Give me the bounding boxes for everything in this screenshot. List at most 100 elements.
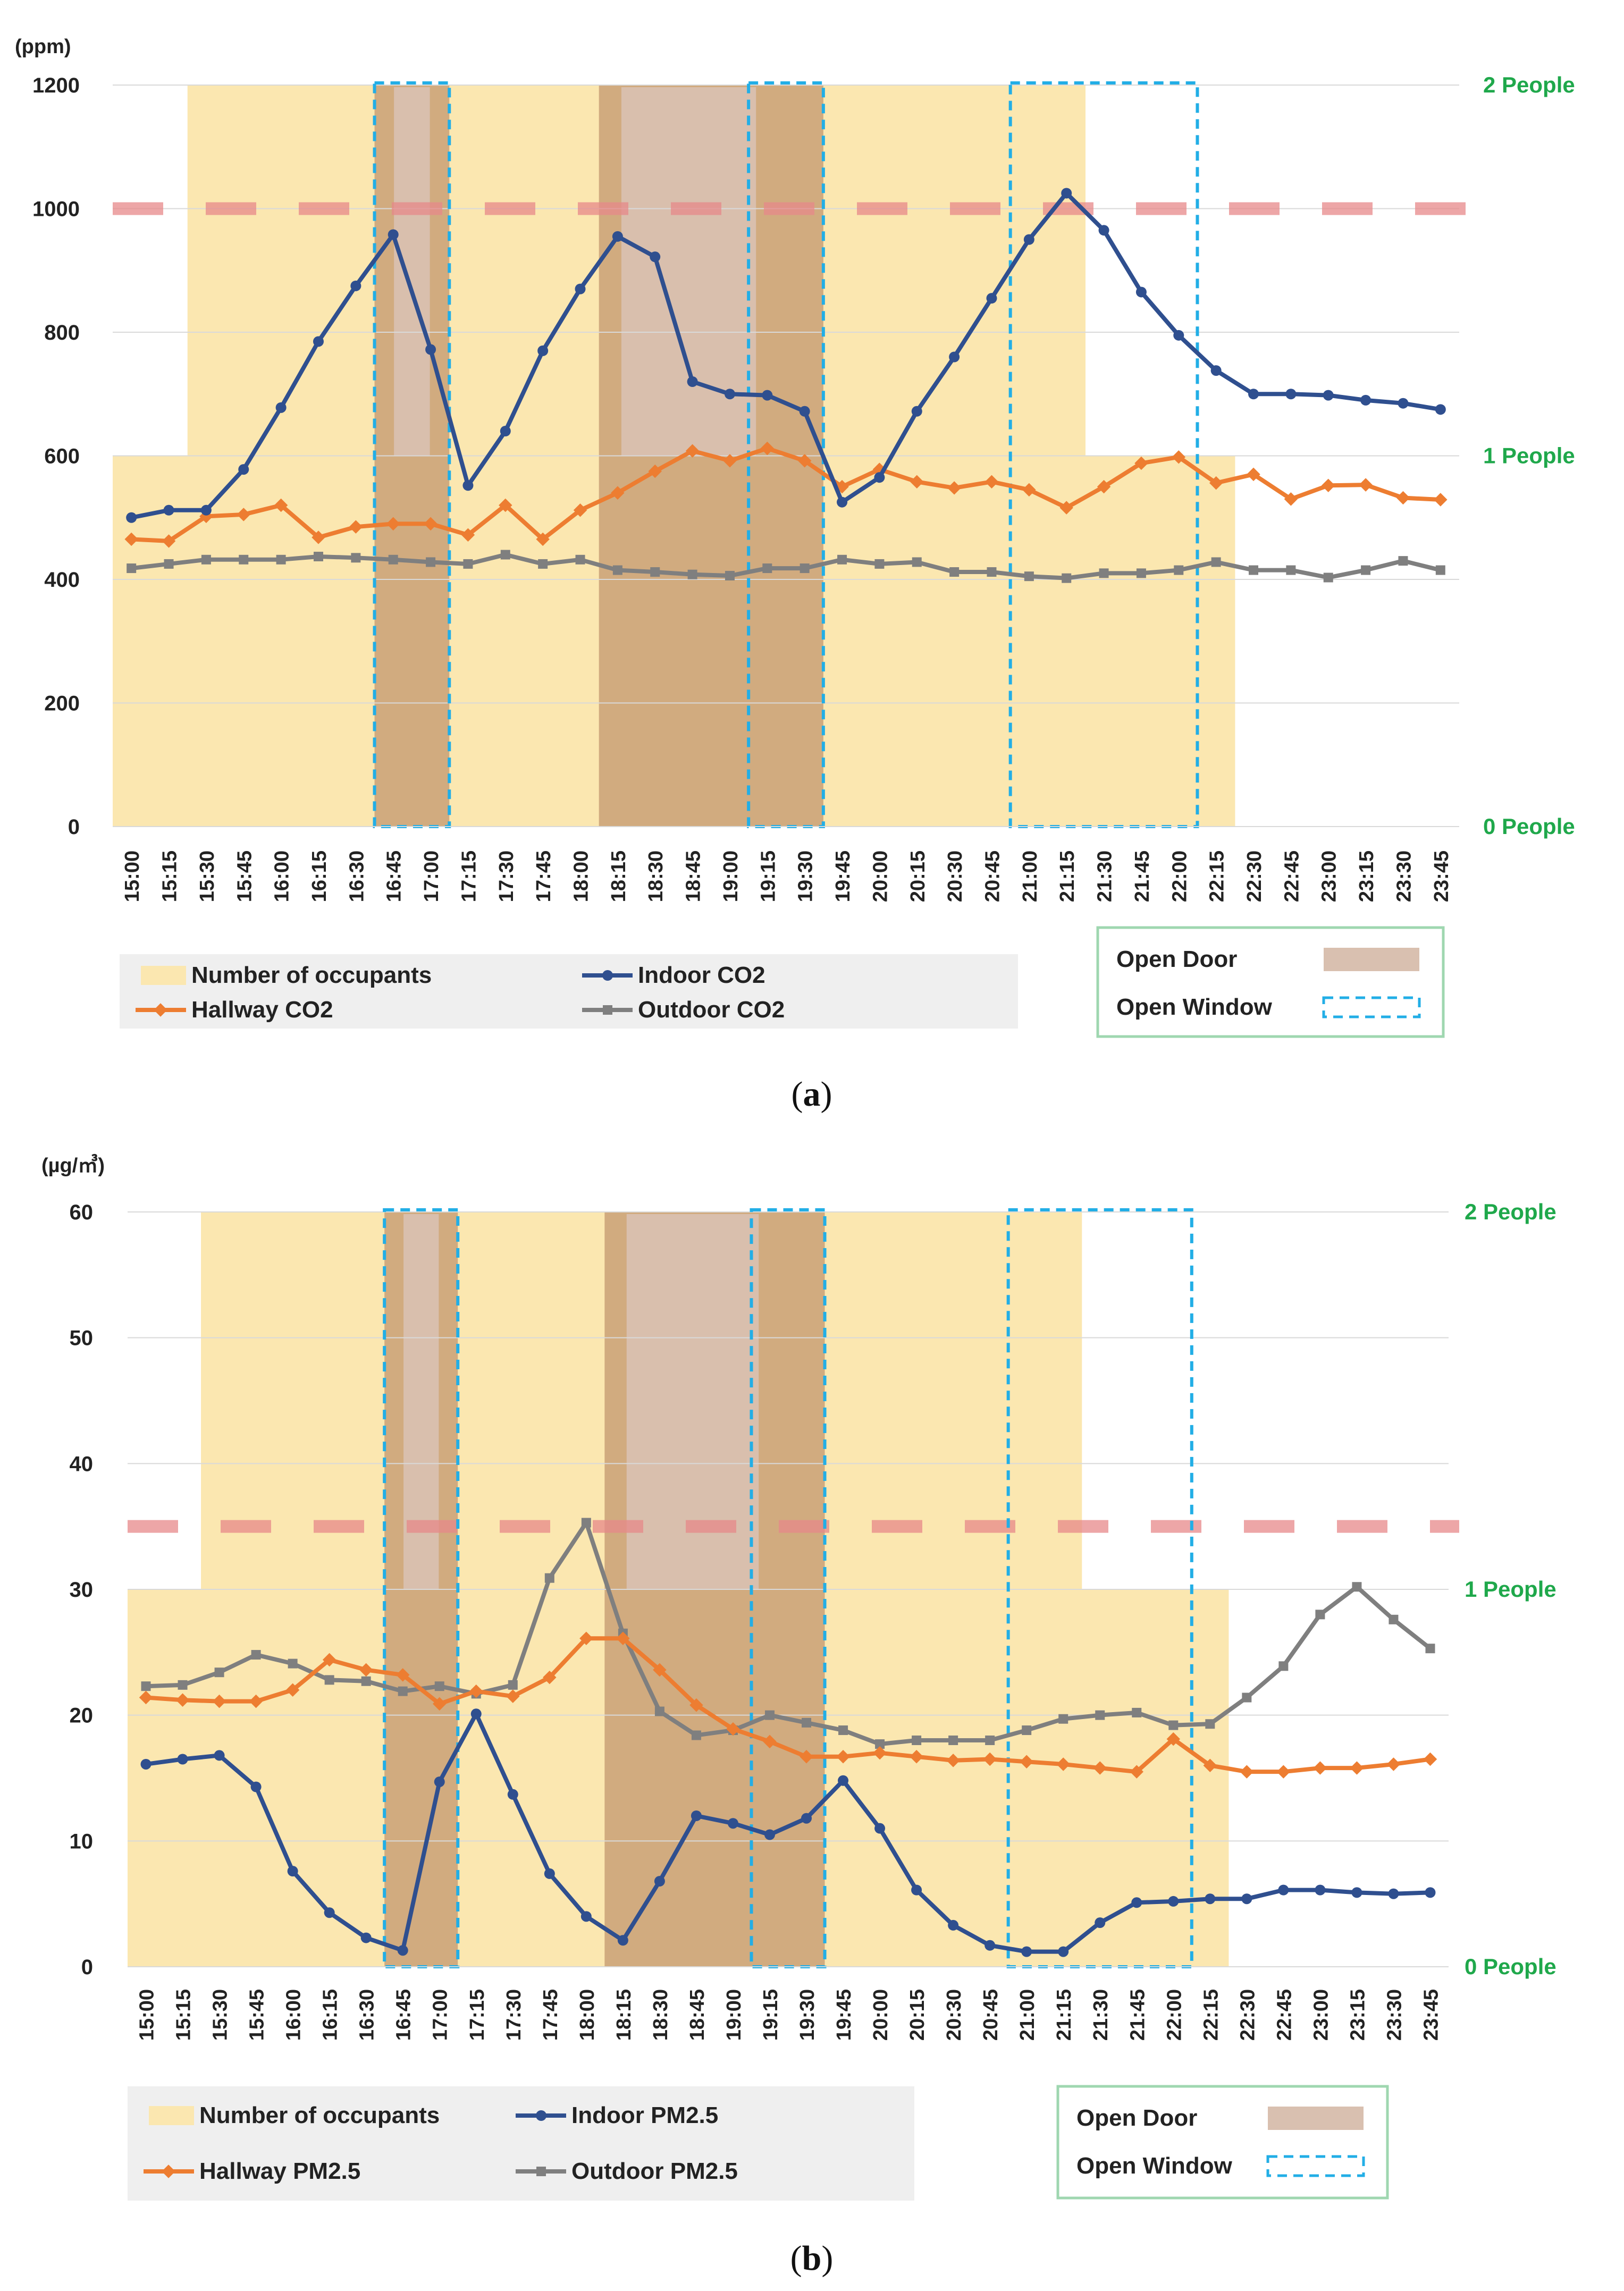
x-tick-label: 18:00 bbox=[570, 850, 593, 902]
x-tick-label: 15:15 bbox=[173, 1989, 195, 2041]
indoor-point bbox=[1425, 1887, 1436, 1898]
legend-door-window: Open Door Open Window bbox=[1096, 926, 1445, 1038]
legend-box bbox=[128, 2086, 914, 2201]
indoor-point bbox=[397, 1945, 408, 1956]
open-door-highlight bbox=[403, 1214, 439, 1589]
legend-label-indoor: Indoor PM2.5 bbox=[571, 2102, 718, 2128]
legend-swatch-open-window bbox=[1322, 996, 1421, 1018]
outdoor-point bbox=[800, 563, 810, 574]
x-tick-label: 19:45 bbox=[832, 850, 854, 902]
indoor-point bbox=[691, 1810, 702, 1821]
x-tick-label: 22:00 bbox=[1168, 850, 1191, 902]
hallway-point bbox=[424, 517, 437, 531]
chart-a-co2: 0 200 400 600 800 1000 1200 15:00 15:15 15:30 15:4… bbox=[15, 36, 1575, 1114]
outdoor-point bbox=[1286, 565, 1296, 575]
indoor-point bbox=[1285, 389, 1297, 400]
x-tick-label: 21:30 bbox=[1090, 1989, 1112, 2041]
outdoor-point bbox=[1168, 1720, 1179, 1730]
indoor-point bbox=[1435, 404, 1446, 415]
caption-part: ( bbox=[792, 1075, 803, 1114]
x-tick-label: 23:00 bbox=[1310, 1989, 1332, 2041]
indoor-point bbox=[1098, 225, 1109, 236]
indoor-point bbox=[1360, 394, 1371, 406]
x-tick-label: 15:45 bbox=[246, 1989, 268, 2041]
x-tick-label: 16:15 bbox=[308, 850, 331, 902]
outdoor-point bbox=[1095, 1710, 1105, 1720]
hallway-point bbox=[536, 532, 550, 546]
indoor-point bbox=[313, 336, 324, 347]
outdoor-point bbox=[508, 1680, 518, 1690]
hallway-point bbox=[1166, 1732, 1181, 1746]
x-tick-label: 16:00 bbox=[283, 1989, 305, 2041]
outdoor-point bbox=[949, 567, 960, 577]
indoor-point bbox=[617, 1935, 628, 1946]
outdoor-point bbox=[313, 551, 323, 561]
legend-marker-outdoor bbox=[603, 1005, 612, 1015]
x-tick-label: 17:15 bbox=[466, 1989, 489, 2041]
x-tick-label: 21:00 bbox=[1016, 1989, 1039, 2041]
hallway-point bbox=[349, 520, 363, 534]
outdoor-point bbox=[1062, 573, 1072, 583]
indoor-point bbox=[948, 1919, 959, 1931]
hallway-point bbox=[124, 532, 138, 546]
hallway-point bbox=[1276, 1765, 1291, 1779]
x-tick-label: 23:00 bbox=[1318, 850, 1341, 902]
y-tick-label: 60 bbox=[70, 1201, 94, 1224]
open-door-highlight bbox=[394, 87, 430, 456]
indoor-point bbox=[1023, 234, 1034, 245]
legend-box-door-window bbox=[1096, 926, 1445, 1038]
x-tick-label: 18:15 bbox=[608, 850, 630, 902]
outdoor-point bbox=[1205, 1719, 1215, 1729]
outdoor-point bbox=[1099, 568, 1109, 578]
outdoor-point bbox=[214, 1667, 224, 1678]
indoor-point bbox=[500, 426, 511, 436]
outdoor-point bbox=[1278, 1661, 1289, 1671]
x-tick-label: 16:30 bbox=[346, 850, 368, 902]
indoor-point bbox=[388, 229, 399, 240]
indoor-point bbox=[580, 1911, 592, 1922]
indoor-point bbox=[911, 1884, 922, 1896]
indoor-point bbox=[287, 1866, 298, 1877]
hallway-point bbox=[274, 498, 288, 512]
occupants-bar bbox=[113, 456, 150, 827]
hallway-point bbox=[1322, 478, 1335, 493]
legend-swatch-occupants bbox=[141, 966, 186, 985]
indoor-point bbox=[1173, 330, 1184, 341]
y-tick-label: 40 bbox=[70, 1452, 94, 1476]
x-tick-label: 23:15 bbox=[1356, 850, 1378, 902]
x-tick-label: 23:15 bbox=[1347, 1989, 1369, 2041]
x-tick-label: 20:00 bbox=[870, 1989, 892, 2041]
legend-label-open-window: Open Window bbox=[1116, 994, 1273, 1020]
y-axis-unit: (µg/㎥) bbox=[41, 1154, 105, 1177]
x-tick-label: 23:30 bbox=[1393, 850, 1415, 902]
outdoor-point bbox=[463, 559, 473, 569]
open-door-highlight bbox=[626, 1214, 759, 1589]
indoor-point bbox=[1131, 1897, 1142, 1908]
outdoor-point bbox=[985, 1736, 995, 1745]
hallway-point bbox=[1203, 1758, 1217, 1773]
indoor-point bbox=[650, 251, 661, 263]
legend: Number of occupants Hallway CO2 Indoor CO2… bbox=[120, 954, 1018, 1029]
x-tick-label: 23:45 bbox=[1420, 1989, 1442, 2041]
outdoor-point bbox=[361, 1676, 371, 1686]
indoor-point bbox=[238, 464, 249, 475]
indoor-point bbox=[434, 1776, 445, 1788]
occupancy-tick-label: 2 People bbox=[1465, 1199, 1556, 1224]
caption-part: ) bbox=[821, 1075, 832, 1114]
hallway-point bbox=[1423, 1752, 1437, 1766]
indoor-point bbox=[724, 389, 735, 400]
indoor-point bbox=[1205, 1893, 1216, 1905]
x-tick-label: 17:45 bbox=[533, 850, 555, 902]
open-door-highlight bbox=[621, 87, 756, 456]
x-tick-label: 19:15 bbox=[757, 850, 779, 902]
indoor-point bbox=[1398, 398, 1409, 409]
indoor-series-line bbox=[131, 191, 1441, 520]
outdoor-point bbox=[802, 1717, 812, 1728]
legend-marker-outdoor bbox=[536, 2167, 546, 2176]
x-tick-label: 20:15 bbox=[907, 850, 929, 902]
x-tick-label: 15:00 bbox=[121, 850, 144, 902]
hallway-point bbox=[1093, 1761, 1107, 1775]
x-tick-label: 20:30 bbox=[943, 1989, 965, 2041]
indoor-point bbox=[986, 293, 997, 304]
indoor-point bbox=[200, 504, 212, 516]
